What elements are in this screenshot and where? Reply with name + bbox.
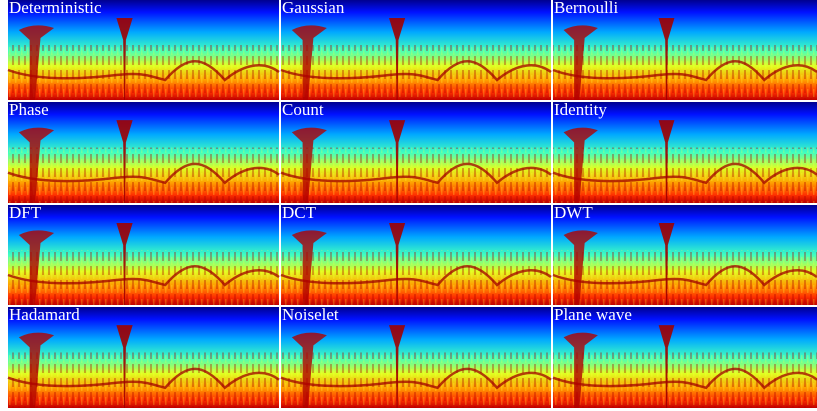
spike [389, 18, 406, 100]
panel: DCT [280, 203, 552, 305]
plume [563, 332, 598, 408]
panel-texture [553, 45, 817, 100]
reflector [7, 60, 280, 82]
panel-texture [553, 147, 817, 203]
panel-texture [8, 352, 279, 408]
reflector [552, 60, 817, 82]
panel: Bernoulli [552, 0, 817, 100]
panel-texture [281, 352, 551, 408]
spike [658, 120, 675, 203]
panel: Gaussian [280, 0, 552, 100]
plume [563, 230, 598, 305]
panel-label: Identity [554, 100, 607, 119]
panel-label: Hadamard [9, 305, 80, 324]
panel-texture [8, 45, 279, 100]
plume [291, 127, 327, 203]
panel-texture [553, 352, 817, 408]
plume [18, 25, 55, 100]
panel-label: DFT [9, 203, 42, 222]
reflector [7, 367, 280, 390]
reflector [7, 162, 280, 185]
panel-label: DWT [554, 203, 593, 222]
plume [18, 230, 55, 305]
panel: Identity [552, 100, 817, 203]
panel: Hadamard [7, 305, 280, 408]
panel-texture [281, 147, 551, 203]
reflector [552, 367, 817, 390]
reflector [280, 162, 552, 185]
panel: Noiselet [280, 305, 552, 408]
reflector [552, 265, 817, 287]
spike [389, 223, 406, 305]
reflector [280, 367, 552, 390]
panel-label: Phase [9, 100, 49, 119]
spike [116, 120, 133, 203]
spike [658, 223, 675, 305]
reflector [552, 162, 817, 185]
panel-label: DCT [282, 203, 317, 222]
reflector [280, 60, 552, 82]
plume [18, 127, 55, 203]
plume [563, 127, 598, 203]
plume [291, 25, 327, 100]
panel: Plane wave [552, 305, 817, 408]
panel-texture [8, 250, 279, 305]
panel: Phase [7, 100, 280, 203]
plume [563, 25, 598, 100]
panel: DWT [552, 203, 817, 305]
spike [389, 120, 406, 203]
spike [116, 325, 133, 408]
plume [291, 332, 327, 408]
plume [18, 332, 55, 408]
panel: DFT [7, 203, 280, 305]
panel-label: Plane wave [554, 305, 632, 324]
spike [116, 18, 133, 100]
panel-label: Gaussian [282, 0, 345, 17]
panel-label: Deterministic [9, 0, 102, 17]
panel-texture [553, 250, 817, 305]
panel-label: Count [282, 100, 324, 119]
spike [658, 325, 675, 408]
panel: Count [280, 100, 552, 203]
panel-label: Bernoulli [554, 0, 618, 17]
spike [389, 325, 406, 408]
spike [658, 18, 675, 100]
panel-texture [281, 45, 551, 100]
panel-label: Noiselet [282, 305, 339, 324]
reflector [280, 265, 552, 287]
spike [116, 223, 133, 305]
panel-texture [8, 147, 279, 203]
plume [291, 230, 327, 305]
reflector [7, 265, 280, 287]
panel: Deterministic [7, 0, 280, 100]
panel-texture [281, 250, 551, 305]
